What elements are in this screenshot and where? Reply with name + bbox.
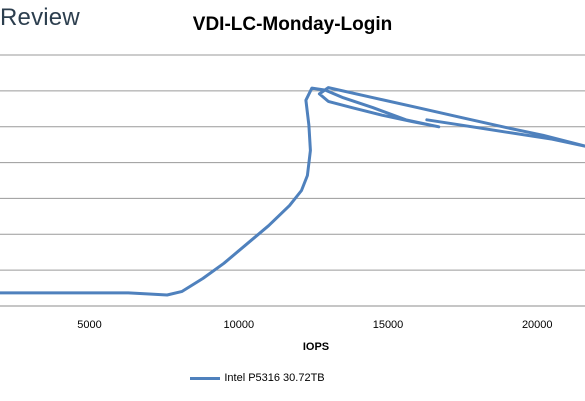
- legend-label: Intel P5316 30.72TB: [224, 372, 325, 384]
- site-logo: Review: [0, 4, 80, 31]
- x-tick-label: 20000: [522, 319, 553, 331]
- x-axis-title: IOPS: [303, 341, 329, 353]
- chart-title: VDI-LC-Monday-Login: [192, 14, 393, 35]
- gridlines: [0, 54, 585, 307]
- x-tick-labels: 5000 10000 15000 20000: [77, 319, 552, 331]
- legend-swatch: [190, 376, 221, 380]
- x-tick-label: 15000: [373, 319, 404, 331]
- legend: Intel P5316 30.72TB: [0, 372, 585, 384]
- x-tick-label: 5000: [77, 319, 101, 331]
- x-tick-label: 10000: [223, 319, 254, 331]
- series-line: [0, 86, 585, 297]
